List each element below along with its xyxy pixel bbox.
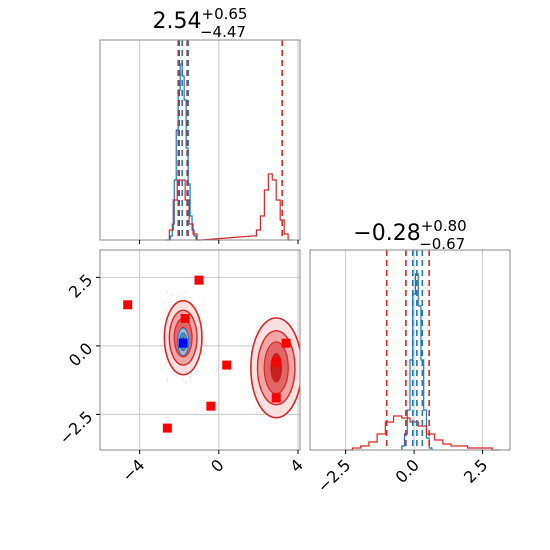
- marginal-2-title-value: −0.28: [353, 221, 420, 246]
- sample-dot: [292, 323, 294, 325]
- joint-y-tick-label-1: 0.0: [65, 339, 96, 370]
- red-marker-8: [271, 393, 281, 403]
- sample-dot: [182, 378, 184, 381]
- marginal-2-frame: [309, 249, 511, 451]
- red-marker-1: [194, 275, 204, 285]
- sample-dot: [162, 301, 164, 303]
- sample-dot: [255, 331, 257, 334]
- sample-dot: [166, 291, 169, 294]
- marginal-1-title: 2.54+0.65 −4.47: [153, 5, 248, 41]
- marginal-histogram-1: 2.54+0.65 −4.47: [99, 5, 301, 244]
- joint-x-tick-label-2: 4: [286, 455, 307, 476]
- sample-dot: [255, 407, 258, 409]
- marginal-1-hist-series-0: [169, 63, 199, 241]
- red-contour-1-3: [270, 353, 283, 383]
- sample-dot: [159, 369, 162, 371]
- marginal-2-title-plus: +0.80: [421, 217, 467, 235]
- sample-dot: [185, 381, 187, 383]
- red-marker-7: [281, 338, 291, 348]
- sample-dot: [196, 370, 198, 373]
- blue-marker: [178, 338, 188, 348]
- sample-dot: [259, 413, 261, 415]
- sample-dot: [202, 303, 205, 305]
- sample-dot: [160, 345, 163, 347]
- sample-dot: [189, 376, 192, 378]
- marginal-2-x-tick-label-1: 0.0: [392, 455, 423, 486]
- marginal-1-title-value: 2.54: [153, 9, 202, 34]
- red-marker-3: [222, 360, 232, 370]
- red-marker-4: [206, 401, 216, 411]
- sample-dot: [164, 309, 167, 312]
- sample-dot: [184, 291, 187, 293]
- marginal-1-title-plus: +0.65: [202, 5, 248, 23]
- red-marker-6: [271, 357, 281, 367]
- sample-dot: [171, 294, 173, 296]
- sample-dot: [204, 353, 206, 355]
- sample-dot: [167, 378, 169, 381]
- marginal-1-title-minus: −4.47: [200, 23, 246, 41]
- joint-frame: [99, 249, 301, 451]
- sample-dot: [256, 321, 258, 323]
- marginal-2-hist-series-1: [344, 415, 501, 451]
- sample-dot: [188, 375, 190, 377]
- red-marker-2: [180, 313, 190, 323]
- joint-contour-panel: −4 0 4 −2.5 0.0 2.5: [55, 249, 307, 486]
- marginal-1-hist-series-1: [165, 173, 293, 241]
- marginal-1-frame: [99, 39, 301, 241]
- joint-y-tick-label-2: 2.5: [65, 270, 96, 301]
- sample-dot: [255, 411, 258, 414]
- sample-dot: [161, 350, 164, 352]
- sample-dot: [255, 327, 257, 329]
- sample-dot: [170, 301, 172, 303]
- marginal-2-x-tick-label-0: −2.5: [314, 455, 355, 496]
- red-marker-5: [162, 423, 172, 433]
- sample-dot: [165, 362, 167, 365]
- marginal-2-title-minus: −0.67: [419, 235, 465, 253]
- joint-x-tick-label-1: 0: [207, 455, 228, 476]
- joint-y-tick-label-0: −2.5: [55, 407, 96, 448]
- marginal-2-x-tick-label-2: 2.5: [460, 455, 491, 486]
- sample-dot: [166, 380, 169, 382]
- sample-dot: [296, 323, 298, 325]
- red-marker-0: [123, 300, 133, 310]
- joint-x-tick-label-0: −4: [118, 455, 148, 485]
- joint-markers: [123, 275, 291, 433]
- marginal-2-title: −0.28+0.80 −0.67: [353, 217, 466, 253]
- sample-dot: [180, 293, 182, 295]
- marginal-histogram-2: −2.5 0.0 2.5 −0.28+0.80 −0.67: [309, 217, 511, 496]
